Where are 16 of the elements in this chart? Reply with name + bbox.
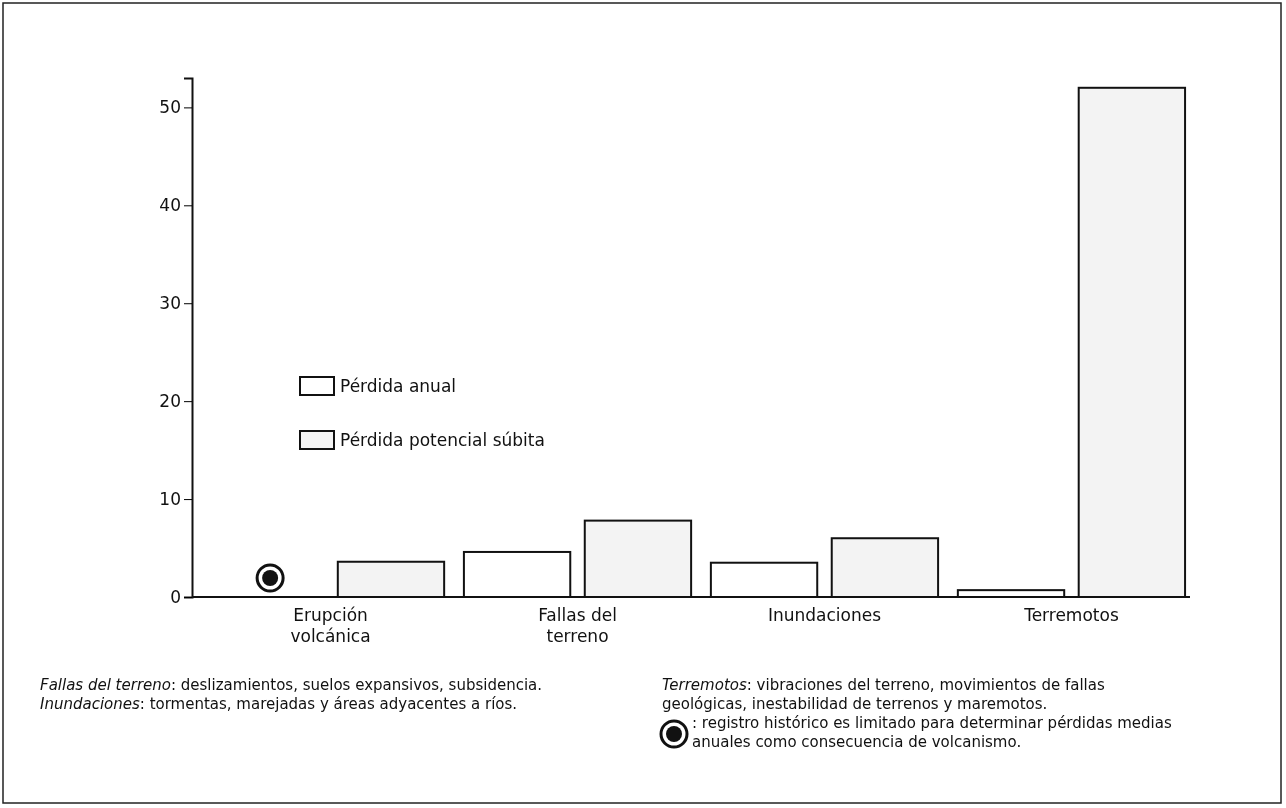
text: : registro histórico es limitado para determinar pérdidas medias anuales como consecuencia de volcanismo. [692, 714, 1172, 751]
x-tick-label: Terremotos [1023, 605, 1119, 625]
text: Fallas del terreno: deslizamientos, suelos expansivos, subsidencia. [40, 676, 543, 694]
x-tick-label: Inundaciones [767, 605, 882, 625]
legend-label: Pérdida anual [340, 376, 457, 396]
y-tick-label: 10 [159, 489, 181, 510]
text: Inundaciones: tormentas, marejadas y áreas adyacentes a ríos. [40, 695, 518, 713]
y-tick-label: 40 [159, 195, 181, 216]
y-tick-label: 0 [170, 586, 181, 607]
y-tick-label: 50 [159, 97, 181, 118]
y-tick-label: 30 [159, 293, 181, 314]
x-tick-label: Fallas del terreno [538, 605, 617, 646]
x-tick-label: Erupción volcánica [290, 605, 371, 646]
text: Terremotos: vibraciones del terreno, movimientos de fallas geológicas, inestabilidad de terrenos y maremotos. [662, 676, 1105, 713]
y-tick-label: 20 [159, 391, 181, 412]
legend-label: Pérdida potencial súbita [340, 430, 545, 450]
